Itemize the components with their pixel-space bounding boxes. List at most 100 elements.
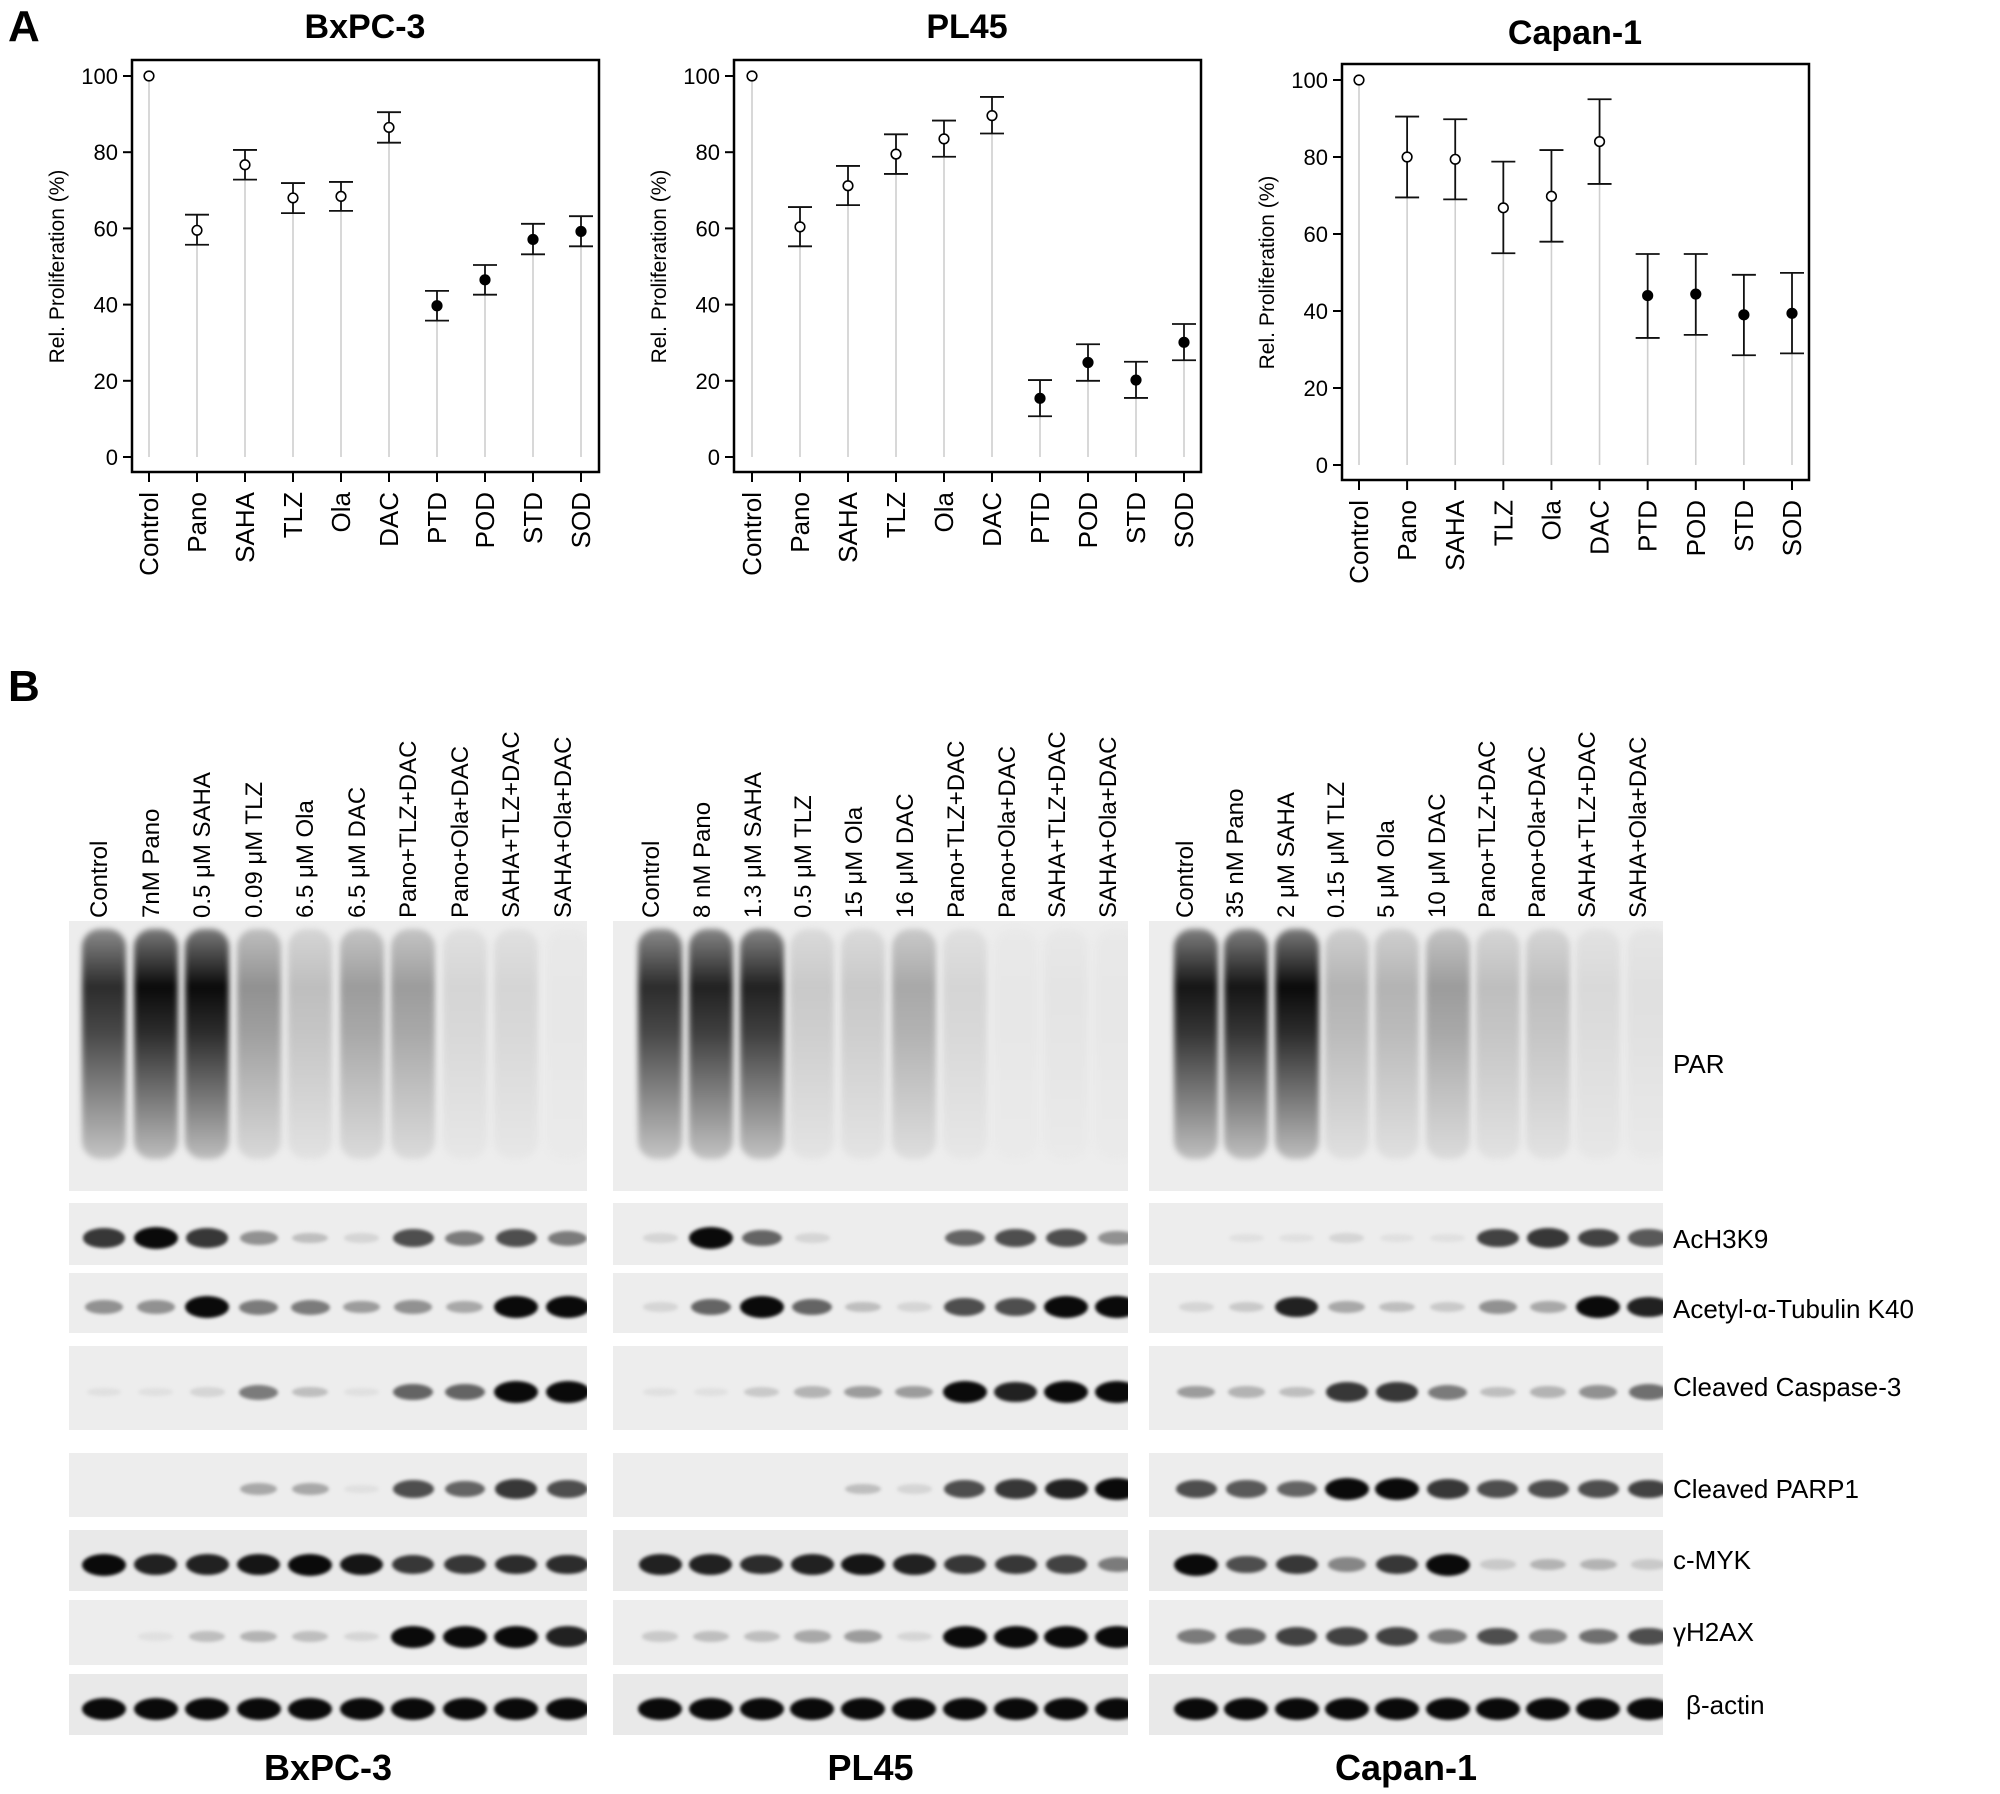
data-point-filled	[527, 233, 539, 246]
x-tick-label: STD	[1121, 492, 1151, 544]
band	[392, 1229, 434, 1247]
data-point-filled	[575, 225, 587, 238]
band	[236, 1697, 281, 1720]
data-point-open	[1449, 153, 1461, 165]
blot-strip--actin	[69, 1674, 587, 1735]
band	[442, 1625, 487, 1648]
band	[344, 1233, 379, 1243]
band	[339, 1553, 384, 1576]
band	[288, 929, 332, 1159]
band	[892, 1697, 936, 1720]
band	[1044, 929, 1089, 1159]
data-point-open	[239, 159, 251, 171]
band	[642, 1233, 678, 1243]
band	[1630, 1559, 1663, 1570]
proliferation-chart-pl45: 0 20 40 60 80 100 Rel. Proliferation (%) Contro…	[648, 58, 1203, 576]
band	[236, 929, 281, 1159]
lane-label: 6.5 μM Ola	[292, 800, 319, 918]
band	[1478, 1300, 1517, 1314]
blot-strip--h2ax	[613, 1600, 1128, 1665]
band	[444, 1383, 485, 1401]
band	[1425, 1553, 1470, 1576]
blot-strip--actin	[613, 1674, 1128, 1735]
blot-strip-cleaved-caspase-3	[69, 1346, 587, 1430]
chart-title-capan1: Capan-1	[1507, 14, 1643, 52]
band	[189, 1387, 225, 1397]
band	[1228, 1301, 1265, 1313]
band	[1477, 1480, 1519, 1498]
band	[1425, 929, 1470, 1159]
band	[942, 1625, 987, 1648]
band	[892, 929, 936, 1159]
band	[185, 1296, 229, 1318]
x-tick-label: Control	[737, 492, 767, 576]
band	[495, 1479, 537, 1499]
band	[1628, 1627, 1663, 1646]
band	[1479, 1386, 1516, 1398]
band	[86, 1387, 122, 1397]
band	[1628, 1384, 1663, 1400]
band	[690, 1298, 731, 1316]
band	[638, 1697, 682, 1720]
band	[1275, 1554, 1318, 1575]
protein-label: γH2AX	[1673, 1617, 1754, 1647]
band	[739, 1697, 784, 1720]
band	[1324, 1697, 1369, 1720]
band	[82, 1697, 126, 1720]
band	[739, 1296, 784, 1318]
band	[1577, 1228, 1620, 1248]
data-point-open	[287, 192, 299, 204]
band	[896, 1302, 932, 1312]
band	[692, 1631, 729, 1642]
y-tick-label: 80	[94, 140, 118, 165]
blot-strip-par	[613, 921, 1128, 1191]
protein-label: PAR	[1673, 1049, 1725, 1079]
band	[1375, 929, 1420, 1159]
band	[1626, 929, 1663, 1159]
x-tick-label: Ola	[1536, 499, 1566, 540]
band	[993, 929, 1038, 1159]
band	[1226, 1628, 1267, 1645]
band	[342, 1300, 381, 1314]
band	[1275, 1296, 1319, 1318]
band	[790, 1554, 834, 1575]
lane-label: 7nM Pano	[137, 808, 165, 918]
band	[942, 1381, 987, 1403]
y-tick-label: 20	[1304, 376, 1328, 401]
x-tick-label: PTD	[1633, 500, 1663, 552]
band	[1044, 1381, 1089, 1403]
band	[841, 1697, 886, 1720]
cell-line-label: BxPC-3	[263, 1747, 393, 1788]
x-tick-label: DAC	[374, 492, 404, 547]
band	[942, 929, 987, 1159]
band	[1627, 1479, 1663, 1499]
x-tick-label: TLZ	[1488, 500, 1518, 546]
band	[494, 929, 538, 1159]
data-point-open	[383, 121, 395, 134]
band	[185, 1697, 229, 1720]
band	[393, 1383, 433, 1401]
band	[794, 1233, 830, 1243]
blot-strip-c-myk	[1149, 1530, 1663, 1591]
band	[1579, 1385, 1618, 1399]
y-tick-label: 60	[1304, 222, 1328, 247]
band	[944, 1298, 986, 1316]
band	[1098, 1231, 1128, 1245]
protein-label: Cleaved Caspase-3	[1673, 1372, 1902, 1402]
band	[1174, 1697, 1218, 1720]
data-point-filled	[1130, 374, 1142, 386]
band	[82, 1553, 126, 1576]
band	[344, 1484, 379, 1494]
band	[133, 1227, 178, 1249]
band	[291, 1482, 329, 1496]
band	[995, 1298, 1037, 1316]
data-point-filled	[1178, 336, 1190, 348]
blot-strip-acetyl-tubulin-k40	[613, 1273, 1128, 1333]
blot-strip-cleaved-parp1	[613, 1453, 1128, 1517]
band	[1425, 1697, 1470, 1720]
band	[1044, 1625, 1089, 1648]
blot-strip--h2ax	[69, 1600, 587, 1665]
chart-title-pl45: PL45	[926, 8, 1008, 46]
band	[1274, 1697, 1319, 1720]
band	[1095, 1381, 1128, 1403]
